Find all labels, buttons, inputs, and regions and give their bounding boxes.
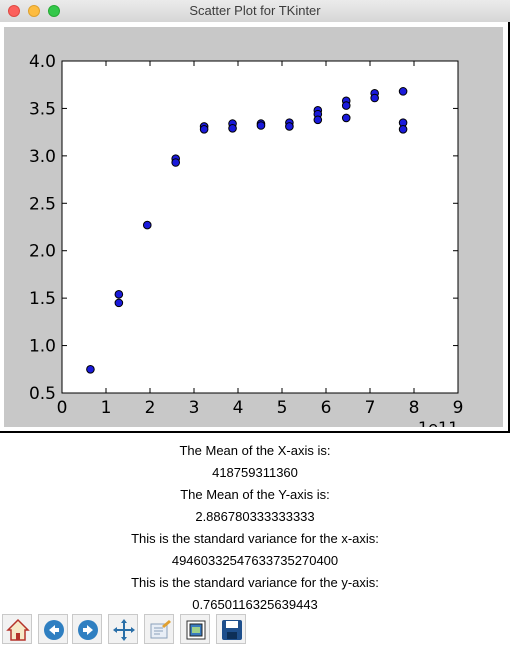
x-tick-label: 0 bbox=[57, 398, 68, 418]
data-point[interactable] bbox=[341, 113, 351, 123]
home-button[interactable] bbox=[2, 614, 32, 644]
data-point[interactable] bbox=[370, 93, 379, 103]
data-point[interactable] bbox=[256, 121, 266, 130]
var-x-value: 494603325476337352704​00 bbox=[0, 553, 510, 568]
data-point[interactable] bbox=[285, 122, 294, 131]
zoom-rect-button[interactable] bbox=[144, 614, 174, 644]
x-tick-label: 9 bbox=[453, 398, 464, 418]
forward-button[interactable] bbox=[72, 614, 102, 644]
info-panel: The Mean of the X-axis is: 418759311360 … bbox=[0, 433, 510, 612]
data-point[interactable] bbox=[171, 158, 180, 167]
data-point[interactable] bbox=[114, 290, 124, 299]
data-point[interactable] bbox=[398, 87, 408, 96]
data-point[interactable] bbox=[86, 364, 95, 374]
scatter-chart[interactable]: 0 1 2 3 4 5 6 7 8 9 0.5 1.0 1.5 2.0 2.5 3.0 3.5 4.0 1e11 bbox=[4, 27, 503, 427]
x-tick-label: 4 bbox=[233, 398, 244, 418]
back-arrow-icon bbox=[44, 620, 64, 640]
y-tick-label: 2.5 bbox=[29, 194, 56, 214]
data-point[interactable] bbox=[341, 101, 351, 110]
data-point[interactable] bbox=[228, 124, 237, 133]
var-y-label: This is the standard variance for the y-… bbox=[0, 575, 510, 590]
title-bar: Scatter Plot for TKinter bbox=[0, 0, 510, 23]
x-tick-label: 6 bbox=[321, 398, 332, 418]
y-tick-label: 2.0 bbox=[29, 242, 56, 262]
data-point[interactable] bbox=[142, 220, 152, 230]
x-tick-label: 2 bbox=[145, 398, 156, 418]
zoom-button[interactable] bbox=[48, 5, 60, 17]
x-offset-label: 1e11 bbox=[418, 418, 458, 427]
figure-canvas[interactable]: 0 1 2 3 4 5 6 7 8 9 0.5 1.0 1.5 2.0 2.5 3.0 3.5 4.0 1e11 bbox=[4, 27, 503, 427]
pan-icon bbox=[113, 619, 135, 641]
data-point[interactable] bbox=[114, 298, 124, 308]
mean-x-value: 418759311360 bbox=[0, 465, 510, 480]
y-tick-label: 1.0 bbox=[29, 337, 56, 357]
back-button[interactable] bbox=[38, 614, 68, 644]
y-tick-label: 3.5 bbox=[29, 99, 56, 119]
window-title: Scatter Plot for TKinter bbox=[189, 3, 321, 18]
home-icon bbox=[6, 618, 30, 641]
data-point[interactable] bbox=[398, 124, 408, 134]
x-tick-label: 1 bbox=[101, 398, 112, 418]
var-y-value: 0.7650116325639443 bbox=[0, 597, 510, 612]
data-point[interactable] bbox=[199, 124, 209, 134]
subplots-icon bbox=[186, 620, 206, 640]
zoom-icon bbox=[150, 620, 171, 639]
navigation-toolbar bbox=[0, 611, 510, 652]
y-tick-label: 3.0 bbox=[29, 147, 56, 167]
var-x-label: This is the standard variance for the x-… bbox=[0, 531, 510, 546]
y-tick-label: 0.5 bbox=[29, 384, 56, 404]
x-tick-label: 5 bbox=[277, 398, 288, 418]
plot-area[interactable] bbox=[61, 60, 459, 394]
mean-y-label: The Mean of the Y-axis is: bbox=[0, 487, 510, 502]
forward-arrow-icon bbox=[78, 620, 98, 640]
save-button[interactable] bbox=[216, 614, 246, 644]
data-point[interactable] bbox=[313, 115, 323, 125]
y-tick-label: 1.5 bbox=[29, 289, 56, 309]
mean-x-label: The Mean of the X-axis is: bbox=[0, 443, 510, 458]
subplots-button[interactable] bbox=[180, 614, 210, 644]
minimize-button[interactable] bbox=[28, 5, 40, 17]
y-tick-label: 4.0 bbox=[29, 52, 56, 72]
save-icon bbox=[222, 620, 242, 640]
x-tick-label: 7 bbox=[365, 398, 376, 418]
pan-button[interactable] bbox=[108, 614, 138, 644]
close-button[interactable] bbox=[8, 5, 20, 17]
x-tick-label: 3 bbox=[189, 398, 200, 418]
x-tick-label: 8 bbox=[409, 398, 420, 418]
mean-y-value: 2.886780333333333 bbox=[0, 509, 510, 524]
